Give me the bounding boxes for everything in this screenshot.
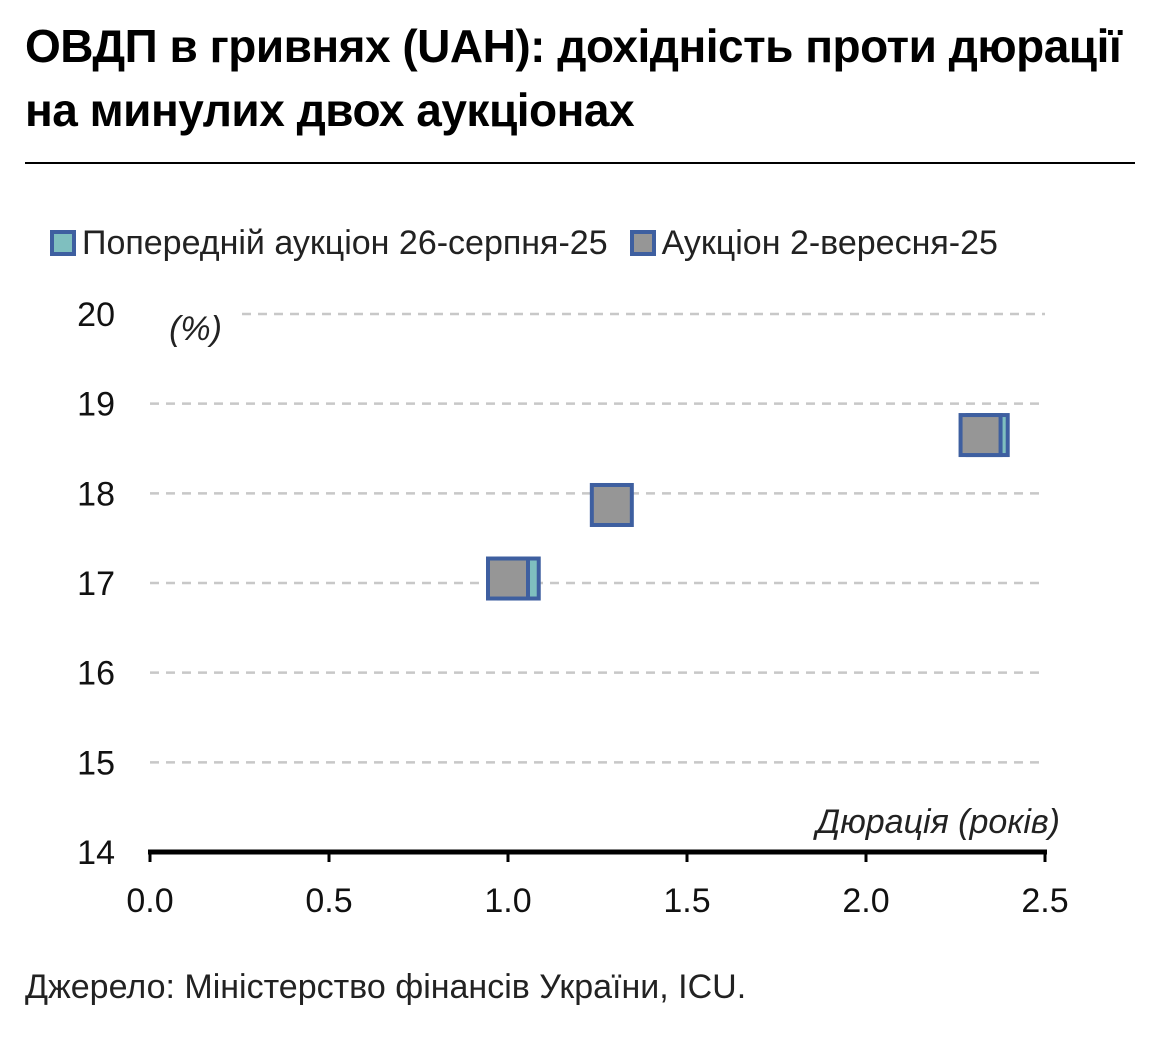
x-tick-label-1.0: 1.0 [484,882,531,920]
x-axis-title: Дюрація (років) [812,803,1060,841]
legend-item-previous: Попередній аукціон 26-серпня-25 [50,224,608,263]
data-point-current-2 [589,482,634,527]
data-points [486,413,1010,601]
y-tick-label-16: 16 [77,655,115,693]
data-point-current-3 [958,413,1003,458]
x-tick-label-0.5: 0.5 [305,882,352,920]
grid-lines [150,312,1045,764]
source-note: Джерело: Міністерство фінансів України, … [25,968,747,1006]
legend-item-current: Аукціон 2-вересня-25 [629,223,998,263]
y-tick-label-20: 20 [77,296,115,334]
y-tick-label-14: 14 [77,834,115,872]
y-tick-label-17: 17 [77,565,115,603]
chart-title: ОВДП в гривнях (UAH): дохідність проти д… [25,20,1122,136]
title-divider [25,162,1135,164]
x-axis [148,849,1047,862]
x-tick-label-1.5: 1.5 [663,882,710,920]
y-axis-unit-label: (%) [169,310,222,348]
legend: Попередній аукціон 26-серпня-25 Аукціон … [50,218,1020,268]
legend-label-current: Аукціон 2-вересня-25 [661,223,998,262]
legend-swatch-current [629,230,656,256]
tick-labels: 14 15 16 17 18 19 20 0.0 0.5 1.0 1.5 2.0 2.5 [77,296,1068,920]
legend-label-previous: Попередній аукціон 26-серпня-25 [82,223,608,262]
y-tick-label-15: 15 [77,744,115,782]
y-tick-label-19: 19 [77,386,115,424]
x-tick-label-0.0: 0.0 [126,882,173,920]
x-tick-label-2.5: 2.5 [1021,882,1068,920]
x-tick-label-2.0: 2.0 [842,882,889,920]
y-tick-label-18: 18 [77,475,115,513]
legend-swatch-previous [50,230,76,256]
data-point-current-1 [486,556,530,601]
